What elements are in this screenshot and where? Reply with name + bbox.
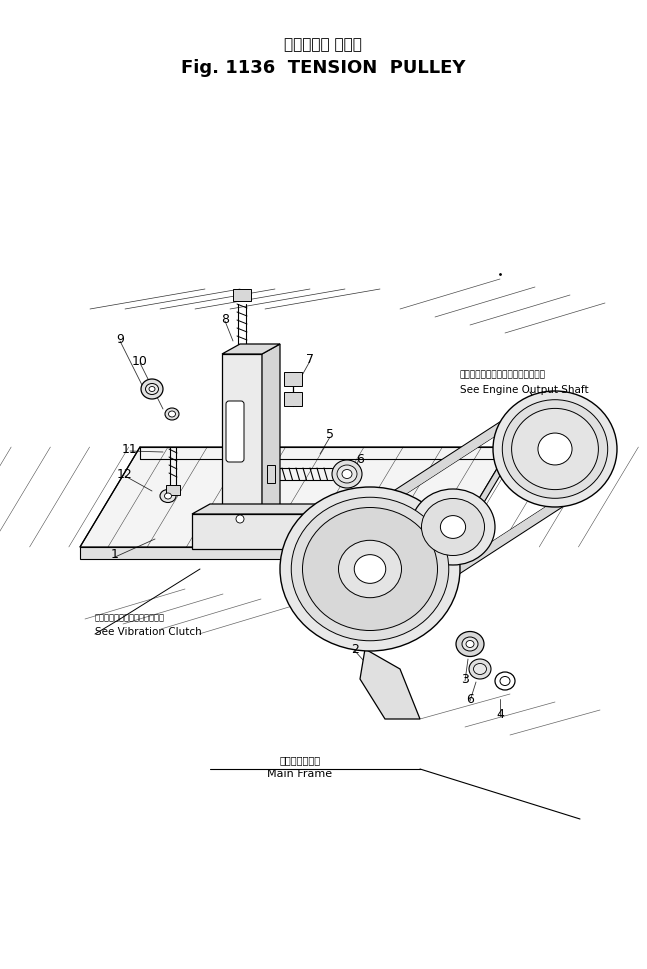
- Ellipse shape: [342, 470, 352, 479]
- Text: 7: 7: [306, 353, 314, 366]
- Ellipse shape: [332, 460, 362, 488]
- Ellipse shape: [495, 672, 515, 690]
- Text: 3: 3: [461, 672, 469, 686]
- Polygon shape: [262, 345, 280, 529]
- Polygon shape: [222, 345, 280, 355]
- Text: 10: 10: [132, 355, 148, 368]
- Ellipse shape: [146, 384, 159, 395]
- Text: 12: 12: [117, 468, 133, 481]
- Ellipse shape: [469, 659, 491, 679]
- Polygon shape: [192, 505, 335, 515]
- Ellipse shape: [456, 632, 484, 657]
- Ellipse shape: [466, 641, 474, 648]
- Ellipse shape: [338, 541, 402, 598]
- Polygon shape: [317, 505, 335, 549]
- Ellipse shape: [441, 516, 466, 539]
- Text: テンション プーリ: テンション プーリ: [284, 38, 362, 52]
- Polygon shape: [222, 355, 262, 529]
- Text: Main Frame: Main Frame: [267, 768, 333, 778]
- Text: エンジンアウトプットシャフト参照: エンジンアウトプットシャフト参照: [460, 370, 546, 379]
- Ellipse shape: [280, 487, 460, 651]
- Text: 5: 5: [326, 428, 334, 441]
- Ellipse shape: [538, 433, 572, 465]
- Text: 6: 6: [356, 453, 364, 466]
- Ellipse shape: [411, 489, 495, 566]
- Ellipse shape: [164, 493, 171, 499]
- Ellipse shape: [355, 555, 386, 583]
- Polygon shape: [393, 486, 584, 613]
- Bar: [233, 290, 251, 301]
- Text: バイブレーションクラッチ参照: バイブレーションクラッチ参照: [95, 612, 165, 622]
- Polygon shape: [450, 448, 510, 559]
- Text: 11: 11: [122, 443, 138, 456]
- Bar: [267, 465, 275, 484]
- Ellipse shape: [502, 400, 608, 499]
- Polygon shape: [342, 406, 531, 533]
- Ellipse shape: [421, 499, 485, 556]
- Ellipse shape: [236, 516, 244, 523]
- Text: See Engine Output Shaft: See Engine Output Shaft: [460, 385, 589, 394]
- FancyBboxPatch shape: [226, 401, 244, 462]
- Text: 6: 6: [466, 693, 474, 705]
- Text: 1: 1: [111, 547, 119, 561]
- Text: Fig. 1136  TENSION  PULLEY: Fig. 1136 TENSION PULLEY: [181, 59, 465, 77]
- Ellipse shape: [291, 498, 449, 641]
- Bar: [166, 485, 180, 495]
- Ellipse shape: [493, 391, 617, 508]
- Ellipse shape: [165, 409, 179, 421]
- Text: See Vibration Clutch: See Vibration Clutch: [95, 626, 202, 637]
- Polygon shape: [80, 547, 450, 559]
- Ellipse shape: [512, 409, 598, 490]
- Polygon shape: [192, 515, 317, 549]
- Ellipse shape: [168, 412, 175, 418]
- Ellipse shape: [303, 508, 437, 631]
- Ellipse shape: [474, 664, 487, 674]
- Text: メインフレーム: メインフレーム: [280, 754, 320, 765]
- Text: 9: 9: [116, 333, 124, 346]
- Polygon shape: [360, 649, 420, 719]
- Text: 8: 8: [221, 313, 229, 327]
- Ellipse shape: [337, 465, 357, 484]
- Ellipse shape: [500, 676, 510, 686]
- Polygon shape: [80, 448, 510, 547]
- Bar: [284, 392, 302, 407]
- Bar: [284, 373, 302, 387]
- Ellipse shape: [160, 490, 176, 503]
- Text: 2: 2: [351, 642, 359, 656]
- Ellipse shape: [462, 638, 478, 651]
- Text: 4: 4: [496, 707, 504, 721]
- Ellipse shape: [141, 380, 163, 399]
- Ellipse shape: [149, 387, 155, 392]
